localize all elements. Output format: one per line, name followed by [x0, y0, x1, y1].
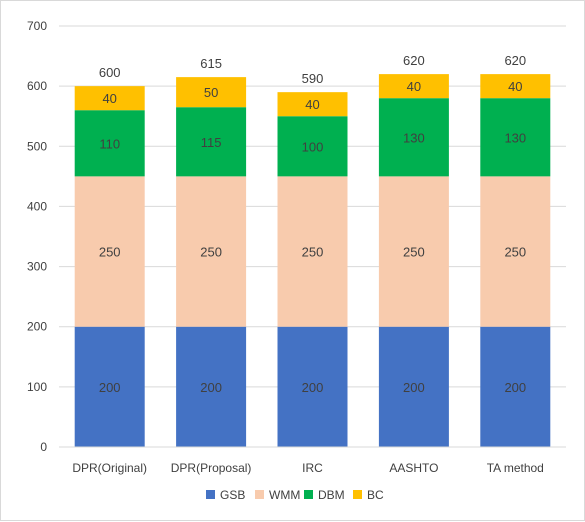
total-label: 620 — [403, 53, 425, 68]
legend-label-gsb: GSB — [220, 488, 245, 502]
legend-label-dbm: DBM — [318, 488, 345, 502]
x-category-label: TA method — [487, 461, 544, 475]
x-category-label: AASHTO — [389, 461, 438, 475]
y-tick-label: 500 — [27, 139, 47, 153]
bar-segment-bc — [480, 74, 551, 99]
total-label: 590 — [302, 71, 324, 86]
total-label: 600 — [99, 65, 121, 80]
data-label-dbm: 115 — [201, 135, 222, 150]
data-label-bc: 40 — [305, 97, 319, 112]
legend-swatch-wmm — [255, 490, 264, 499]
data-label-bc: 40 — [102, 91, 116, 106]
bar-segment-wmm — [480, 176, 551, 327]
bar-segment-wmm — [277, 176, 348, 327]
label-layer: 200 250 110 40 600 200 250 115 50 615 200 250 100 40 5… — [99, 53, 526, 395]
bar-segment-gsb — [74, 326, 145, 447]
bar-segment-bc — [176, 77, 247, 108]
bar-segment-wmm — [378, 176, 449, 327]
x-category-label: DPR(Proposal) — [171, 461, 252, 475]
bar-segment-wmm — [176, 176, 247, 327]
data-label-bc: 40 — [508, 79, 522, 94]
bar-segment-bc — [378, 74, 449, 99]
data-label-gsb: 200 — [403, 380, 425, 395]
data-label-gsb: 200 — [200, 380, 222, 395]
y-tick-label: 200 — [27, 320, 47, 334]
data-label-gsb: 200 — [504, 380, 526, 395]
data-label-wmm: 250 — [302, 245, 324, 260]
bar-segment-gsb — [277, 326, 348, 447]
data-label-dbm: 130 — [504, 130, 526, 145]
x-category-label: DPR(Original) — [72, 461, 147, 475]
data-label-wmm: 250 — [403, 245, 425, 260]
bar-segment-dbm — [277, 116, 348, 177]
data-label-wmm: 250 — [504, 245, 526, 260]
total-label: 620 — [504, 53, 526, 68]
data-label-dbm: 100 — [302, 139, 324, 154]
bar-segment-bc — [74, 86, 145, 111]
y-tick-label: 700 — [27, 19, 47, 33]
bar-segment-dbm — [176, 107, 247, 177]
bar-segment-bc — [277, 92, 348, 117]
y-tick-label: 600 — [27, 79, 47, 93]
bar-segment-gsb — [480, 326, 551, 447]
bar-segment-dbm — [480, 98, 551, 177]
bar-segment-wmm — [74, 176, 145, 327]
data-label-wmm: 250 — [99, 245, 121, 260]
legend-label-wmm: WMM — [269, 488, 300, 502]
legend-label-bc: BC — [367, 488, 384, 502]
legend-swatch-dbm — [304, 490, 313, 499]
y-tick-label: 400 — [27, 199, 47, 213]
y-tick-label: 300 — [27, 260, 47, 274]
total-label: 615 — [200, 56, 222, 71]
x-category-label: IRC — [302, 461, 323, 475]
bar-segment-dbm — [74, 110, 145, 177]
y-tick-label: 100 — [27, 380, 47, 394]
axis-layer: 0 100 200 300 400 500 600 700 DPR(Original) DPR(P… — [27, 19, 566, 475]
data-label-gsb: 200 — [99, 380, 121, 395]
bar-segment-dbm — [378, 98, 449, 177]
y-tick-label: 0 — [40, 440, 47, 454]
data-label-bc: 50 — [204, 85, 218, 100]
data-label-wmm: 250 — [200, 245, 222, 260]
data-label-gsb: 200 — [302, 380, 324, 395]
data-label-dbm: 110 — [99, 136, 120, 151]
data-label-bc: 40 — [407, 79, 421, 94]
legend-swatch-bc — [353, 490, 362, 499]
legend: GSB WMM DBM BC — [206, 488, 384, 502]
data-label-dbm: 130 — [403, 130, 425, 145]
bar-segment-gsb — [176, 326, 247, 447]
bar-segment-gsb — [378, 326, 449, 447]
bar-layer — [74, 74, 551, 447]
legend-swatch-gsb — [206, 490, 215, 499]
